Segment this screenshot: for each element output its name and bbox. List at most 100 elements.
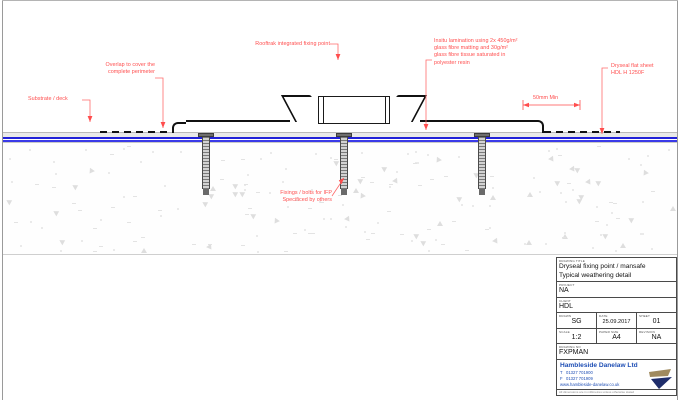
aggregate-mark <box>490 194 497 200</box>
aggregate-speckle <box>345 225 348 228</box>
aggregate-speckle <box>247 207 252 209</box>
aggregate-speckle <box>430 179 435 181</box>
aggregate-speckle <box>667 149 670 152</box>
aggregate-speckle <box>110 154 114 156</box>
fax-value: 01327 701909 <box>566 375 593 381</box>
aggregate-speckle <box>564 232 567 235</box>
aggregate-speckle <box>141 237 146 239</box>
aggregate-mark <box>6 197 14 206</box>
aggregate-mark <box>358 192 367 201</box>
aggregate-mark <box>628 215 637 224</box>
bolt-shaft <box>340 137 348 189</box>
aggregate-speckle <box>113 248 116 251</box>
revision-label: REVISION <box>639 329 655 334</box>
drawing-title-label: DRAWING TITLE <box>559 259 586 263</box>
aggregate-speckle <box>20 244 23 247</box>
project-label: PROJECT <box>559 283 575 287</box>
aggregate-speckle <box>329 218 332 221</box>
aggregate-speckle <box>595 205 598 208</box>
aggregate-speckle <box>220 159 225 161</box>
drawing-title-line1: Dryseal fixing point / mansafe <box>559 263 646 270</box>
aggregate-speckle <box>179 151 182 154</box>
aggregate-speckle <box>413 163 417 165</box>
aggregate-mark <box>208 191 216 200</box>
aggregate-mark <box>202 199 210 208</box>
aggregate-speckle <box>294 200 299 202</box>
aggregate-speckle <box>140 160 143 163</box>
aggregate-mark <box>272 217 281 226</box>
aggregate-speckle <box>650 190 655 192</box>
aggregate-speckle <box>440 244 445 246</box>
aggregate-speckle <box>319 201 322 204</box>
bolt-shaft <box>202 137 210 189</box>
aggregate-speckle <box>417 184 422 186</box>
paper-size-value: A4 <box>612 333 621 341</box>
aggregate-mark <box>210 186 217 192</box>
aggregate-speckle <box>59 249 62 252</box>
date-label: DATE <box>599 314 608 318</box>
scale-label: SCALE <box>559 329 570 334</box>
aggregate-mark <box>434 157 442 165</box>
annotation-substrate-deck: Substrate / deck <box>28 96 68 102</box>
aggregate-speckle <box>458 155 461 158</box>
title-block-row-client: CLIENT HDL <box>557 298 676 313</box>
aggregate-speckle <box>560 192 563 195</box>
aggregate-speckle <box>414 151 417 154</box>
aggregate-speckle <box>53 161 56 164</box>
aggregate-speckle <box>427 250 430 253</box>
sheet-value: 01 <box>652 318 661 325</box>
aggregate-speckle <box>628 157 631 160</box>
aggregate-speckle <box>319 202 324 204</box>
aggregate-mark <box>436 220 443 226</box>
aggregate-speckle <box>614 249 617 252</box>
drawn-cell: DRAWN SG <box>557 313 597 328</box>
bolt-head <box>474 133 490 137</box>
bolt-head <box>336 133 352 137</box>
aggregate-speckle <box>191 244 196 246</box>
aggregate-speckle <box>596 145 601 147</box>
laminate-segment <box>544 131 620 133</box>
aggregate-mark <box>525 240 532 246</box>
aggregate-mark <box>420 238 428 247</box>
annotation-dryseal-flat-sheet: Dryseal flat sheet HDL H 1250F <box>611 63 654 77</box>
aggregate-speckle <box>471 204 474 207</box>
aggregate-speckle <box>613 202 618 204</box>
aggregate-speckle <box>465 249 470 251</box>
drawn-label: DRAWN <box>559 314 572 318</box>
aggregate-speckle <box>366 239 371 241</box>
aggregate-speckle <box>427 229 432 231</box>
aggregate-speckle <box>396 170 399 173</box>
aggregate-speckle <box>565 201 568 204</box>
scale-cell: SCALE 1:2 <box>557 328 597 343</box>
aggregate-speckle <box>595 221 600 223</box>
rooftrak-fixing-point-rib-left <box>323 97 324 123</box>
revision-value: NA <box>651 333 662 341</box>
aggregate-speckle <box>29 220 32 223</box>
paper-size-label: PAPER SIZE <box>599 329 619 334</box>
aggregate-speckle <box>605 224 608 227</box>
aggregate-speckle <box>311 233 316 235</box>
title-block-disclaimer: All dimensions are in millimetres unless… <box>557 388 676 395</box>
aggregate-speckle <box>71 202 76 204</box>
aggregate-speckle <box>259 157 262 160</box>
aggregate-speckle <box>292 232 297 234</box>
company-telephone: T 01327 701900 <box>560 370 674 376</box>
company-name: Hambleside Danelaw Ltd <box>560 361 638 369</box>
company-website: www.hambleside-danelaw.co.uk <box>560 381 620 387</box>
laminate-segment <box>420 120 530 122</box>
aggregate-speckle <box>651 248 654 250</box>
aggregate-speckle <box>133 196 138 198</box>
bolt-tip <box>203 189 209 195</box>
drawing-no-value: FXPMAN <box>559 349 589 356</box>
aggregate-speckle <box>388 186 391 189</box>
aggregate-speckle <box>8 157 11 160</box>
aggregate-mark <box>250 211 259 220</box>
rooftrak-fixing-point-body <box>318 96 390 124</box>
aggregate-speckle <box>220 178 225 180</box>
aggregate-speckle <box>417 162 420 165</box>
aggregate-speckle <box>81 239 84 242</box>
laminate-upstand-right <box>530 120 544 133</box>
aggregate-speckle <box>243 183 248 185</box>
aggregate-speckle <box>78 209 83 211</box>
aggregate-speckle <box>555 147 558 150</box>
